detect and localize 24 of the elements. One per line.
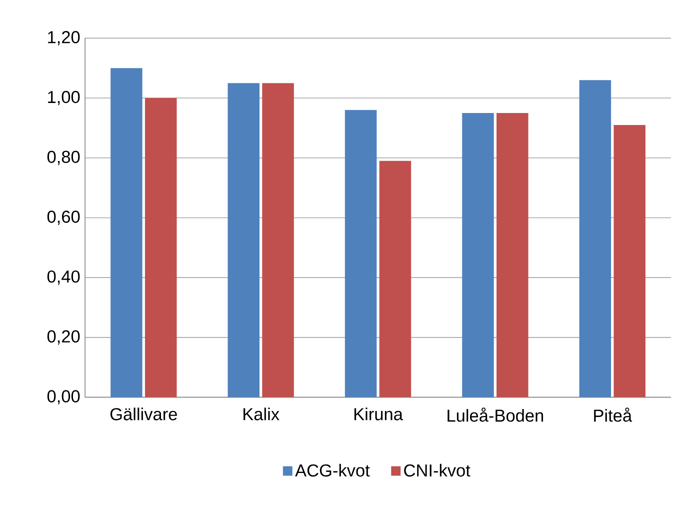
legend-label: CNI-kvot (404, 464, 470, 477)
bar (579, 80, 612, 398)
x-tick-label: Kiruna (354, 408, 403, 420)
x-tick-label: Piteå (594, 408, 632, 422)
x-tick-label: Kalix (244, 408, 280, 420)
y-tick-label: 0,00 (47, 390, 80, 404)
bar (262, 83, 294, 398)
y-tick-label: 0,40 (47, 270, 80, 285)
x-tick-label: Luleå-Boden (448, 408, 544, 422)
bar (379, 160, 412, 398)
y-tick-label: 1,20 (48, 31, 80, 46)
bar (344, 110, 377, 398)
bar (496, 113, 528, 398)
y-tick-label: 0,20 (47, 330, 80, 345)
bar (144, 98, 177, 398)
legend-label: ACG-kvot (295, 464, 370, 477)
bar (228, 83, 260, 398)
bar (614, 125, 646, 398)
bar (110, 68, 142, 398)
x-tick-label: Gällivare (110, 408, 177, 420)
y-tick-label: 0,60 (47, 210, 80, 225)
y-tick-label: 1,00 (48, 90, 80, 106)
bar (462, 113, 494, 398)
y-tick-label: 0,80 (47, 150, 80, 166)
